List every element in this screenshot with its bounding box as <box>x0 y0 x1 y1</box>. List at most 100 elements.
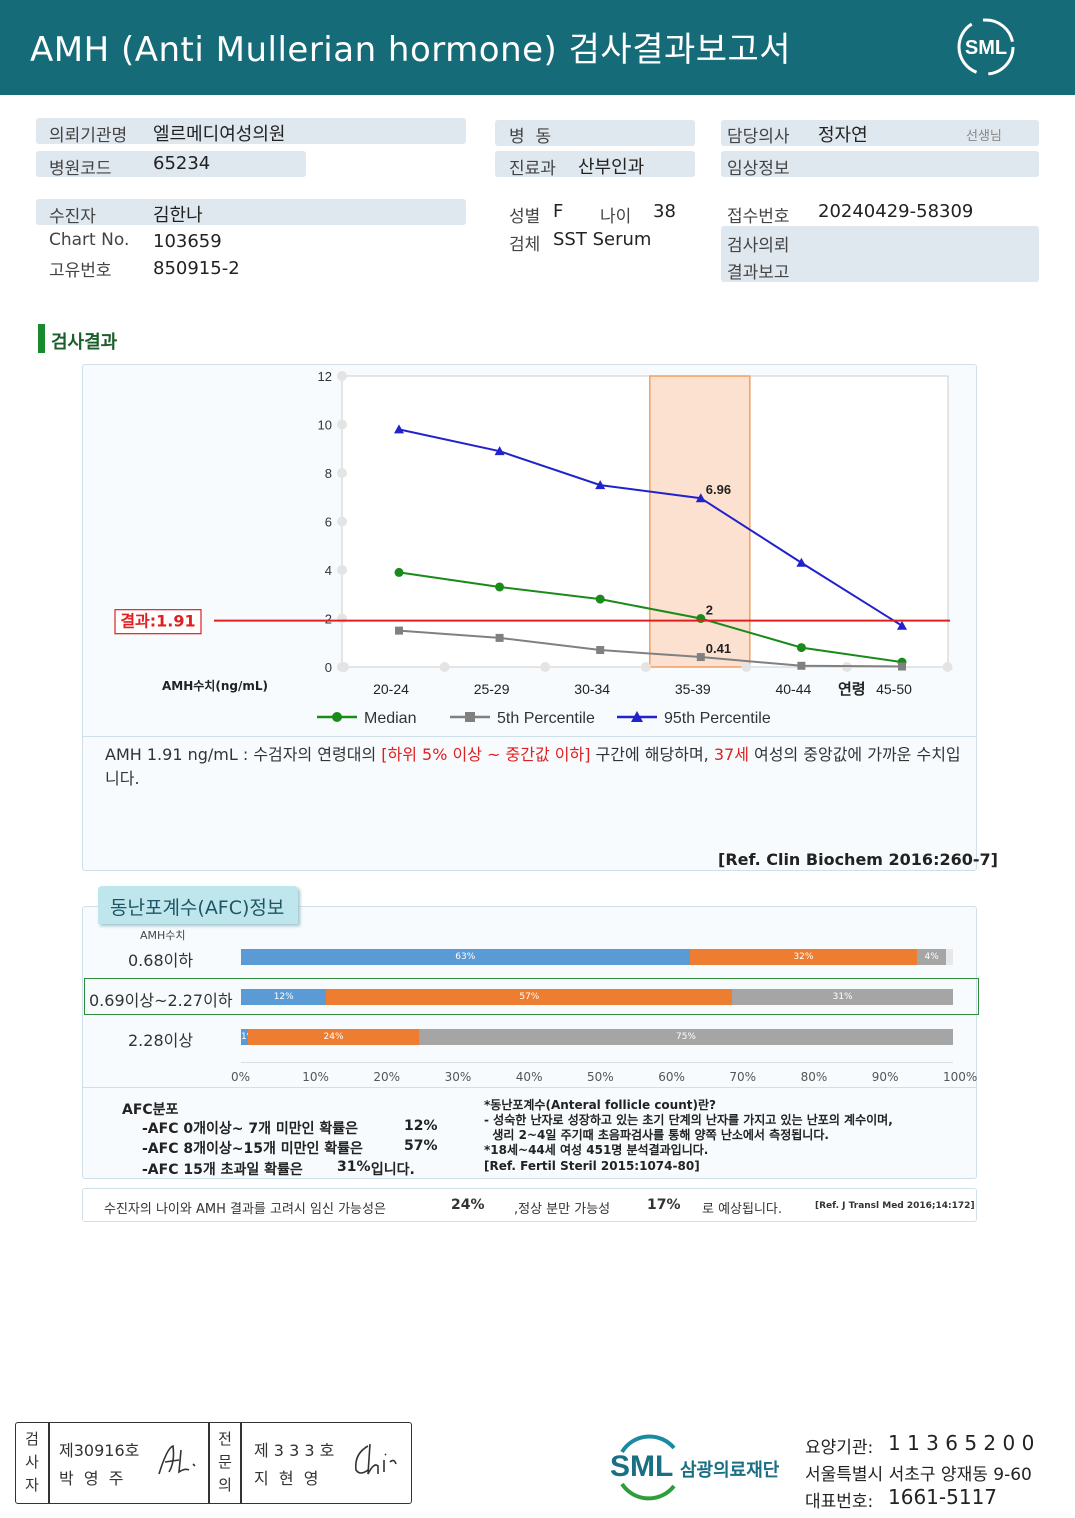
institution-label: 의뢰기관명 <box>49 126 128 146</box>
data-point <box>596 646 605 655</box>
data-point <box>797 661 806 670</box>
age-label: 나이 <box>600 207 632 227</box>
afc-bar-segment: 24% <box>248 1029 419 1045</box>
afc-tab <box>98 886 298 924</box>
stamp-divider-2 <box>208 1423 210 1503</box>
afc-bar-segment: 31% <box>732 989 953 1005</box>
report-title: AMH (Anti Mullerian hormone) 검사결과보고서 <box>30 30 792 70</box>
unique-no-label: 고유번호 <box>49 261 112 281</box>
y-tick-dot <box>337 613 347 624</box>
afc-note-1: - 성숙한 난자로 성장하고 있는 초기 단계의 난자를 가지고 있는 난포의 … <box>484 1113 893 1127</box>
data-point <box>394 567 404 577</box>
prognosis-ref: [Ref. J Transl Med 2016;14:172] <box>815 1201 975 1211</box>
desc-part1: AMH 1.91 ng/mL : 수검자의 연령대의 <box>105 745 382 764</box>
signature-box <box>15 1422 412 1504</box>
specialist-label: 전문의 <box>218 1430 232 1494</box>
data-point <box>897 620 907 630</box>
legend-label: 5th Percentile <box>497 710 595 727</box>
desc-part3: 여성의 중앙값에 가까운 수치입니다. <box>105 745 961 788</box>
highlight-column <box>649 375 751 668</box>
doctor-row <box>721 120 1039 146</box>
x-tick-label: 45-50 <box>876 681 912 697</box>
prognosis-pregnancy: 24% <box>451 1197 485 1213</box>
y-tick-dot <box>337 419 347 430</box>
result-label: 결과:1.91 <box>120 612 195 631</box>
amh-chart: 0 2 4 6 8 10 12 20-24 25-29 30-34 35-39 40-44 45-50 연… <box>114 369 953 727</box>
legend-label: Median <box>364 710 416 727</box>
x-tick-dot <box>439 662 450 672</box>
data-point <box>696 653 705 662</box>
afc-dist-1: -AFC 8개이상~15개 미만인 확률은 <box>142 1141 363 1157</box>
age-value: 38 <box>653 201 676 222</box>
stamp-divider-3 <box>240 1423 242 1503</box>
afc-bar-segment: 75% <box>419 1029 953 1045</box>
patient-value: 김한나 <box>153 205 203 226</box>
x-tick-dot <box>540 662 551 672</box>
plot-area <box>341 375 949 668</box>
institution-value: 엘르메디여성의원 <box>153 124 286 145</box>
afc-axis-tick: 100% <box>943 1070 978 1084</box>
afc-axis-tick: 40% <box>515 1070 543 1084</box>
x-tick-label: 35-39 <box>675 681 711 697</box>
y-tick-label: 12 <box>318 369 332 384</box>
x-tick-label: 30-34 <box>574 681 610 697</box>
x-axis-label: 연령 <box>838 680 866 698</box>
specialist-signature <box>354 1443 397 1475</box>
afc-note-4: [Ref. Fertil Steril 2015:1074-80] <box>484 1159 700 1173</box>
y-tick-label: 0 <box>325 660 332 675</box>
doctor-label: 담당의사 <box>727 127 790 147</box>
corp-logo: SML <box>610 1434 676 1501</box>
data-point <box>495 633 504 642</box>
corp-address: 서울특별시 서초구 양재동 9-60 <box>805 1465 1032 1485</box>
afc-note-2: 생리 2~4일 주기때 초음파검사를 통해 양쪽 난소에서 측정됩니다. <box>484 1128 829 1142</box>
series-line-95th-percentile <box>398 428 903 627</box>
section-title: 검사결과 <box>51 332 118 353</box>
doctor-value: 정자연 <box>818 125 868 146</box>
x-tick-label: 40-44 <box>775 681 811 697</box>
data-label: 2 <box>706 603 713 618</box>
request-report-box <box>721 226 1039 282</box>
afc-bar-segment: 63% <box>241 949 690 965</box>
corp-phone: 1661-5117 <box>888 1485 998 1509</box>
examiner-signature <box>158 1444 196 1475</box>
prognosis-box <box>82 1188 977 1222</box>
afc-divider <box>82 1087 977 1088</box>
hospital-code-row <box>36 151 306 177</box>
afc-dist-1-pct: 57% <box>404 1138 438 1154</box>
data-point <box>695 493 706 503</box>
hospital-code-label: 병원코드 <box>49 159 112 179</box>
afc-axis-tick: 30% <box>444 1070 472 1084</box>
y-axis-label: AMH수치(ng/mL) <box>162 678 268 693</box>
data-point <box>595 594 605 604</box>
dept-row <box>495 151 695 177</box>
section-marker <box>38 324 45 353</box>
series-line-median <box>398 571 903 664</box>
afc-dist-0-pct: 12% <box>404 1118 438 1134</box>
stamp-divider-1 <box>48 1423 50 1503</box>
x-tick-dot <box>640 662 651 672</box>
afc-bar-segment: 57% <box>326 989 733 1005</box>
prognosis-part3: 로 예상됩니다. <box>702 1202 783 1217</box>
afc-note-0: *동난포계수(Anteral follicle count)란? <box>484 1098 716 1112</box>
afc-bar-segment: 32% <box>689 949 918 965</box>
hospital-code-value: 65234 <box>153 153 211 174</box>
request-label: 검사의뢰 <box>727 236 790 256</box>
chart-reference: [Ref. Clin Biochem 2016:260-7] <box>718 850 998 869</box>
afc-row-label: 0.68이하 <box>128 951 194 970</box>
y-tick-label: 4 <box>325 563 332 578</box>
data-label: 6.96 <box>706 482 731 497</box>
result-label-box <box>114 609 202 635</box>
patient-label: 수진자 <box>49 207 96 227</box>
dept-value: 산부인과 <box>578 157 645 178</box>
prognosis-part2: ,정상 분만 가능성 <box>514 1202 611 1217</box>
clinical-row <box>721 151 1039 177</box>
afc-highlight-row <box>84 978 979 1015</box>
sex-label: 성별 <box>509 207 541 227</box>
x-tick-label: 25-29 <box>474 681 510 697</box>
afc-axis-tick: 80% <box>800 1070 828 1084</box>
patient-row <box>36 199 466 225</box>
afc-axis-tick: 10% <box>302 1070 329 1084</box>
afc-bar-segment: 12% <box>241 989 327 1005</box>
afc-dist-2-suffix: 입니다. <box>366 1162 415 1178</box>
afc-row-label: 2.28이상 <box>128 1031 194 1050</box>
